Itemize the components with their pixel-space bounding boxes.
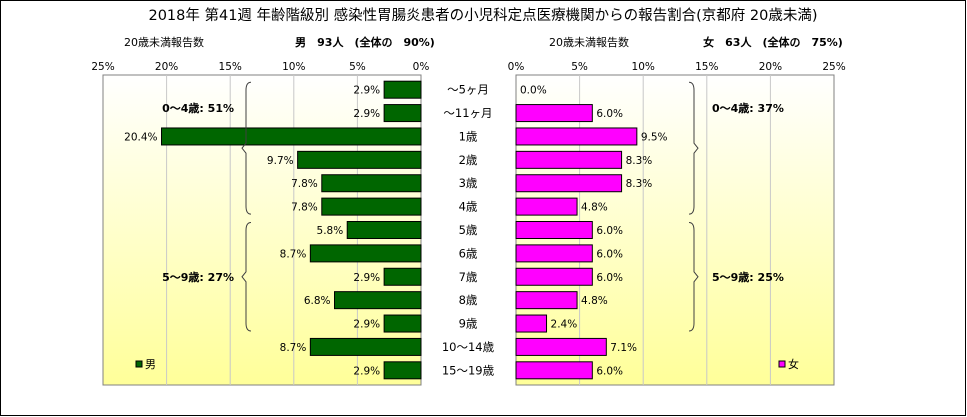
category-label: 4歳 (459, 200, 478, 214)
data-label: 2.9% (353, 319, 380, 331)
data-label: 2.4% (551, 319, 578, 331)
data-label: 2.9% (353, 108, 380, 120)
data-label: 9.7% (267, 155, 294, 167)
data-label: 0.0% (520, 85, 547, 97)
data-label: 4.8% (581, 202, 608, 214)
bar-female (515, 174, 623, 193)
data-label: 20.4% (124, 131, 157, 143)
bar-male (383, 104, 422, 123)
age-group-bracket (688, 222, 699, 332)
female-header-right: 女 63人 (全体の 75%) (703, 35, 843, 49)
age-group-bracket (241, 222, 252, 332)
bar-female (515, 197, 578, 216)
data-label: 6.0% (596, 272, 623, 284)
bar-male (161, 127, 422, 146)
male-header-left: 20歳未満報告数 (124, 36, 204, 49)
category-label: ～11ヶ月 (443, 106, 492, 120)
data-label: 2.9% (353, 272, 380, 284)
legend-label: 男 (145, 358, 156, 371)
data-label: 2.9% (353, 365, 380, 377)
x-tick-label: 15% (695, 61, 718, 73)
bar-male (383, 267, 422, 286)
data-label: 2.9% (353, 85, 380, 97)
category-label: 2歳 (459, 153, 478, 167)
male-header-right: 男 93人 (全体の 90%) (295, 35, 435, 49)
x-tick-label: 5% (571, 61, 588, 73)
category-label: 15～19歳 (442, 363, 495, 377)
x-tick-label: 5% (349, 61, 366, 73)
data-label: 8.7% (280, 342, 307, 354)
data-label: 6.0% (596, 108, 623, 120)
chart-title: 2018年 第41週 年齢階級別 感染性胃腸炎患者の小児科定点医療機関からの報告… (148, 6, 817, 24)
data-label: 8.3% (626, 155, 653, 167)
category-label: 5歳 (459, 223, 478, 237)
bar-female (515, 221, 593, 239)
data-label: 6.0% (596, 248, 623, 260)
bar-female (515, 150, 623, 169)
category-label: ～5ヶ月 (447, 83, 489, 97)
bar-male (383, 361, 422, 380)
x-tick-label: 0% (413, 61, 430, 73)
category-label: 6歳 (459, 246, 478, 260)
data-label: 7.1% (610, 342, 637, 354)
category-label: 9歳 (459, 317, 478, 331)
legend-swatch (135, 360, 143, 368)
x-tick-label: 10% (632, 61, 655, 73)
bar-male (334, 291, 422, 310)
data-label: 8.7% (280, 248, 307, 260)
data-label: 9.5% (641, 131, 668, 143)
age-group-label: 0～4歳: 51% (162, 101, 234, 115)
x-tick-label: 20% (155, 61, 178, 73)
bar-male (309, 337, 422, 356)
x-tick-label: 15% (219, 61, 242, 73)
data-label: 4.8% (581, 295, 608, 307)
age-group-label: 5～9歳: 25% (712, 270, 784, 284)
bar-male (321, 197, 422, 216)
bar-female (515, 337, 607, 356)
age-group-label: 5～9歳: 27% (162, 270, 234, 284)
bar-male (297, 150, 422, 169)
data-label: 6.0% (596, 225, 623, 237)
data-label: 5.8% (317, 225, 344, 237)
category-label: 3歳 (459, 176, 478, 190)
data-label: 6.0% (596, 365, 623, 377)
category-label: 8歳 (459, 293, 478, 307)
legend-swatch (778, 360, 786, 368)
data-label: 7.8% (291, 178, 318, 190)
x-tick-label: 0% (508, 61, 525, 73)
bar-male (383, 80, 422, 99)
age-group-label: 0～4歳: 37% (712, 101, 784, 115)
category-label: 7歳 (459, 270, 478, 284)
bar-male (309, 244, 422, 263)
bar-male (383, 314, 422, 333)
category-label: 1歳 (459, 129, 478, 143)
legend-label: 女 (788, 357, 799, 371)
x-tick-label: 25% (91, 61, 114, 73)
bar-male (346, 221, 422, 239)
bar-female (515, 267, 593, 286)
bar-female (515, 127, 638, 146)
bar-female (515, 291, 578, 310)
bar-female (515, 314, 548, 333)
data-label: 8.3% (626, 178, 653, 190)
x-tick-label: 25% (822, 61, 845, 73)
bar-female (515, 244, 593, 263)
bar-male (321, 174, 422, 193)
x-tick-label: 10% (282, 61, 305, 73)
bar-female (515, 361, 593, 380)
x-tick-label: 20% (759, 61, 782, 73)
age-group-bracket (688, 81, 699, 215)
bar-female (515, 104, 593, 123)
age-group-bracket (241, 81, 252, 215)
data-label: 7.8% (291, 202, 318, 214)
category-label: 10～14歳 (442, 340, 495, 354)
data-label: 6.8% (304, 295, 331, 307)
female-header-left: 20歳未満報告数 (549, 36, 629, 49)
